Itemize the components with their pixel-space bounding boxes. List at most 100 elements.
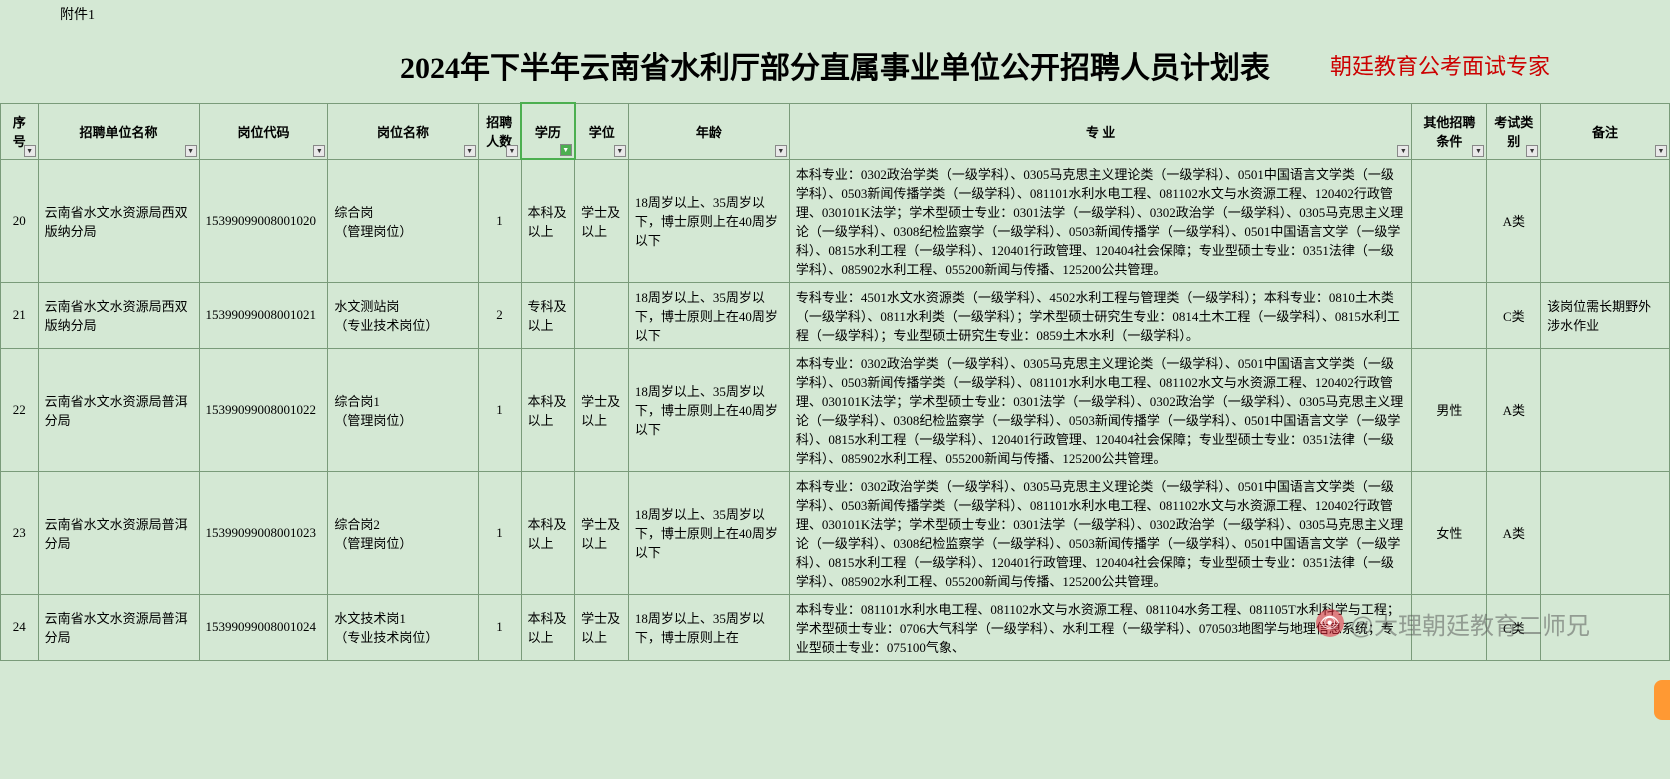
cell-seq: 22 — [1, 348, 39, 471]
cell-major: 本科专业：0302政治学类（一级学科）、0305马克思主义理论类（一级学科）、0… — [789, 159, 1412, 282]
cell-age: 18周岁以上、35周岁以下，博士原则上在40周岁以下 — [628, 348, 789, 471]
header-unit: 招聘单位名称 ▼ — [38, 103, 199, 159]
header-position-label: 岗位名称 — [377, 125, 429, 140]
cell-count: 1 — [478, 471, 521, 594]
cell-degree: 学士及以上 — [575, 471, 629, 594]
cell-other: 女性 — [1412, 471, 1487, 594]
cell-edu: 专科及以上 — [521, 282, 575, 348]
filter-icon[interactable]: ▼ — [1397, 145, 1409, 157]
table-row: 22云南省水文水资源局普洱分局15399099008001022综合岗1（管理岗… — [1, 348, 1670, 471]
title-row: 2024年下半年云南省水利厅部分直属事业单位公开招聘人员计划表 朝廷教育公考面试… — [0, 28, 1670, 102]
cell-position: 综合岗1（管理岗位） — [328, 348, 478, 471]
cell-position: 综合岗（管理岗位） — [328, 159, 478, 282]
cell-seq: 20 — [1, 159, 39, 282]
table-header-row: 序号 ▼ 招聘单位名称 ▼ 岗位代码 ▼ 岗位名称 ▼ 招聘人数 ▼ 学历 ▼ — [1, 103, 1670, 159]
header-code-label: 岗位代码 — [237, 125, 289, 140]
cell-age: 18周岁以上、35周岁以下，博士原则上在 — [628, 594, 789, 660]
table-row: 20云南省水文水资源局西双版纳分局15399099008001020综合岗（管理… — [1, 159, 1670, 282]
cell-degree: 学士及以上 — [575, 348, 629, 471]
header-code: 岗位代码 ▼ — [199, 103, 328, 159]
header-major-label: 专 业 — [1086, 125, 1115, 140]
cell-count: 1 — [478, 594, 521, 660]
cell-position: 水文技术岗1（专业技术岗位） — [328, 594, 478, 660]
cell-note: 该岗位需长期野外涉水作业 — [1541, 282, 1670, 348]
header-other-label: 其他招聘条件 — [1423, 115, 1475, 149]
cell-edu: 本科及以上 — [521, 159, 575, 282]
cell-code: 15399099008001021 — [199, 282, 328, 348]
cell-count: 1 — [478, 348, 521, 471]
orange-side-tab[interactable] — [1654, 680, 1670, 720]
cell-note — [1541, 348, 1670, 471]
recruitment-table: 序号 ▼ 招聘单位名称 ▼ 岗位代码 ▼ 岗位名称 ▼ 招聘人数 ▼ 学历 ▼ — [0, 102, 1670, 661]
filter-icon[interactable]: ▼ — [614, 145, 626, 157]
cell-major: 本科专业：0302政治学类（一级学科）、0305马克思主义理论类（一级学科）、0… — [789, 348, 1412, 471]
filter-icon[interactable]: ▼ — [775, 145, 787, 157]
watermark-text: @大理朝廷教育二师兄 — [1350, 606, 1590, 641]
cell-seq: 24 — [1, 594, 39, 660]
cell-major: 专科专业：4501水文水资源类（一级学科）、4502水利工程与管理类（一级学科）… — [789, 282, 1412, 348]
header-seq: 序号 ▼ — [1, 103, 39, 159]
filter-icon[interactable]: ▼ — [185, 145, 197, 157]
cell-position: 水文测站岗（专业技术岗位） — [328, 282, 478, 348]
cell-exam: A类 — [1487, 348, 1541, 471]
cell-other — [1412, 159, 1487, 282]
filter-icon[interactable]: ▼ — [1472, 145, 1484, 157]
cell-exam: A类 — [1487, 471, 1541, 594]
filter-icon[interactable]: ▼ — [1526, 145, 1538, 157]
header-exam: 考试类别 ▼ — [1487, 103, 1541, 159]
cell-other: 男性 — [1412, 348, 1487, 471]
header-note: 备注 ▼ — [1541, 103, 1670, 159]
filter-icon-active[interactable]: ▼ — [560, 144, 572, 156]
cell-degree — [575, 282, 629, 348]
cell-code: 15399099008001024 — [199, 594, 328, 660]
subtitle: 朝廷教育公考面试专家 — [1330, 49, 1550, 81]
cell-edu: 本科及以上 — [521, 471, 575, 594]
cell-age: 18周岁以上、35周岁以下，博士原则上在40周岁以下 — [628, 282, 789, 348]
header-degree: 学位 ▼ — [575, 103, 629, 159]
header-unit-label: 招聘单位名称 — [80, 125, 158, 140]
cell-code: 15399099008001022 — [199, 348, 328, 471]
cell-unit: 云南省水文水资源局普洱分局 — [38, 348, 199, 471]
cell-edu: 本科及以上 — [521, 594, 575, 660]
cell-degree: 学士及以上 — [575, 594, 629, 660]
cell-unit: 云南省水文水资源局西双版纳分局 — [38, 159, 199, 282]
header-count: 招聘人数 ▼ — [478, 103, 521, 159]
attachment-label: 附件1 — [0, 0, 1670, 28]
cell-note — [1541, 159, 1670, 282]
cell-exam: A类 — [1487, 159, 1541, 282]
cell-major: 本科专业：0302政治学类（一级学科）、0305马克思主义理论类（一级学科）、0… — [789, 471, 1412, 594]
cell-exam: C类 — [1487, 282, 1541, 348]
header-age-label: 年龄 — [696, 125, 722, 140]
cell-code: 15399099008001020 — [199, 159, 328, 282]
table-row: 23云南省水文水资源局普洱分局15399099008001023综合岗2（管理岗… — [1, 471, 1670, 594]
header-other: 其他招聘条件 ▼ — [1412, 103, 1487, 159]
cell-note — [1541, 471, 1670, 594]
cell-age: 18周岁以上、35周岁以下，博士原则上在40周岁以下 — [628, 159, 789, 282]
filter-icon[interactable]: ▼ — [506, 145, 518, 157]
header-edu: 学历 ▼ — [521, 103, 575, 159]
weibo-icon: 👁 — [1316, 609, 1344, 637]
table-body: 20云南省水文水资源局西双版纳分局15399099008001020综合岗（管理… — [1, 159, 1670, 660]
cell-position: 综合岗2（管理岗位） — [328, 471, 478, 594]
cell-count: 2 — [478, 282, 521, 348]
filter-icon[interactable]: ▼ — [313, 145, 325, 157]
header-major: 专 业 ▼ — [789, 103, 1412, 159]
cell-unit: 云南省水文水资源局普洱分局 — [38, 471, 199, 594]
cell-age: 18周岁以上、35周岁以下，博士原则上在40周岁以下 — [628, 471, 789, 594]
filter-icon[interactable]: ▼ — [24, 145, 36, 157]
header-edu-label: 学历 — [535, 125, 561, 140]
filter-icon[interactable]: ▼ — [464, 145, 476, 157]
cell-unit: 云南省水文水资源局西双版纳分局 — [38, 282, 199, 348]
main-title: 2024年下半年云南省水利厅部分直属事业单位公开招聘人员计划表 — [400, 43, 1270, 87]
watermark: 👁 @大理朝廷教育二师兄 — [1316, 606, 1590, 641]
cell-edu: 本科及以上 — [521, 348, 575, 471]
header-degree-label: 学位 — [589, 125, 615, 140]
header-position: 岗位名称 ▼ — [328, 103, 478, 159]
cell-unit: 云南省水文水资源局普洱分局 — [38, 594, 199, 660]
filter-icon[interactable]: ▼ — [1655, 145, 1667, 157]
header-note-label: 备注 — [1592, 125, 1618, 140]
table-row: 21云南省水文水资源局西双版纳分局15399099008001021水文测站岗（… — [1, 282, 1670, 348]
cell-degree: 学士及以上 — [575, 159, 629, 282]
cell-other — [1412, 282, 1487, 348]
cell-count: 1 — [478, 159, 521, 282]
